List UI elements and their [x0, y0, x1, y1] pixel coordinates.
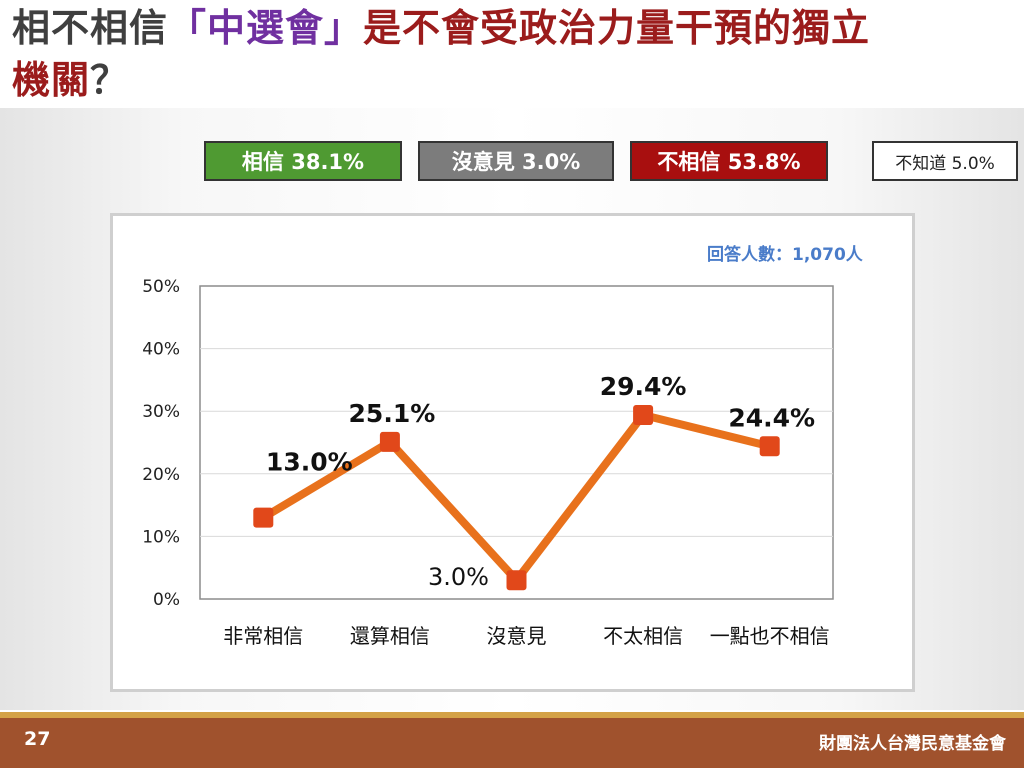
series-line: [259, 410, 774, 585]
respondents-count: 回答人數：1,070人: [707, 245, 863, 265]
data-label: 13.0%: [266, 448, 353, 477]
footer-bar: [0, 712, 1024, 768]
y-tick-label: 20%: [142, 465, 180, 485]
slide-title: 相不相信「中選會」是不會受政治力量干預的獨立機關？: [12, 2, 1012, 106]
x-tick-label: 一點也不相信: [710, 624, 830, 648]
data-label: 3.0%: [428, 563, 489, 591]
data-label: 24.4%: [728, 403, 815, 432]
legend-trust-box: 相信 38.1%: [204, 141, 402, 181]
chart-panel: [110, 213, 915, 692]
y-tick-label: 40%: [142, 340, 180, 360]
legend-unknown-box: 不知道 5.0%: [872, 141, 1018, 181]
title-question-mark: ？: [90, 58, 130, 102]
title-part-2: 是不會受政治力量干預的獨立: [363, 6, 871, 50]
plot-area-border: [199, 285, 834, 600]
y-tick-label: 10%: [142, 527, 180, 547]
data-label: 25.1%: [349, 399, 436, 428]
title-part-1: 相不相信: [12, 6, 169, 50]
x-tick-label: 非常相信: [223, 624, 303, 648]
data-point-marker: [759, 436, 780, 457]
data-label: 29.4%: [600, 372, 687, 401]
data-point-marker: [253, 507, 274, 528]
organization-name: 財團法人台灣民意基金會: [819, 734, 1006, 754]
page-number: 27: [24, 728, 51, 750]
x-tick-label: 不太相信: [603, 624, 683, 648]
data-point-marker: [633, 404, 654, 425]
y-tick-label: 50%: [142, 277, 180, 297]
title-tail-highlight: 機關: [12, 58, 91, 102]
y-tick-label: 0%: [153, 590, 180, 610]
data-point-marker: [506, 570, 527, 591]
y-tick-label: 30%: [142, 402, 180, 422]
x-tick-label: 還算相信: [350, 624, 430, 648]
x-tick-label: 沒意見: [487, 624, 547, 648]
legend-distrust-box: 不相信 53.8%: [630, 141, 828, 181]
data-point-marker: [379, 431, 400, 452]
legend-neutral-box: 沒意見 3.0%: [418, 141, 614, 181]
title-quote-highlight: 「中選會」: [168, 6, 364, 50]
